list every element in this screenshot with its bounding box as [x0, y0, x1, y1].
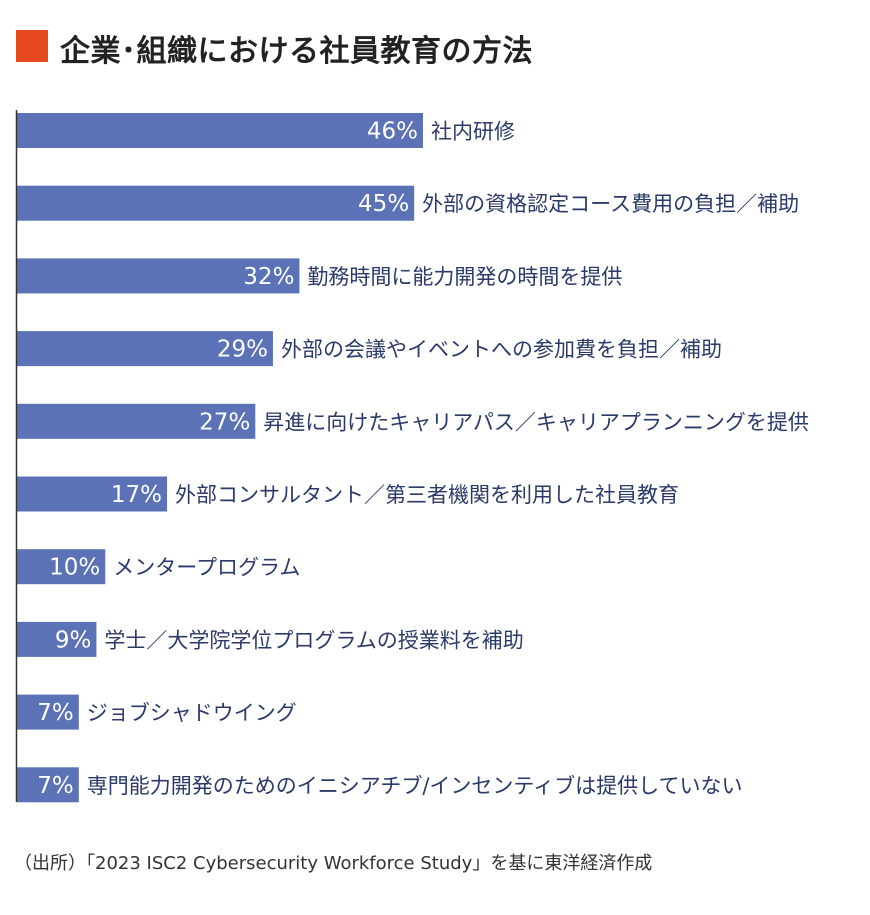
category-label: 昇進に向けたキャリアパス／キャリアプランニングを提供 [263, 410, 809, 434]
category-label: 専門能力開発のためのイニシアチブ/インセンティブは提供していない [87, 774, 743, 798]
bar-1 [17, 113, 423, 148]
bar-value-label: 7% [37, 773, 74, 799]
category-label: 外部の会議やイベントへの参加費を負担／補助 [281, 338, 722, 362]
bar-value-label: 10% [49, 555, 100, 581]
page-title: 企業･組織における社員教育の方法 [60, 34, 533, 69]
bar-2 [17, 185, 415, 221]
bars-layer: 46% 社内研修 45% 外部の資格認定コース費用の負担／補助 32% 勤務時間に能力開発… [17, 113, 809, 803]
bar-value-label: 46% [367, 119, 418, 145]
bar-value-label: 45% [358, 191, 409, 217]
bar-9 [17, 694, 79, 730]
bar-3 [17, 258, 300, 294]
bar-6 [17, 476, 168, 512]
bar-7 [17, 549, 106, 585]
bar-10 [17, 767, 79, 803]
bar-value-label: 27% [199, 409, 250, 435]
category-label: 勤務時間に能力開発の時間を提供 [307, 265, 622, 289]
bar-8 [17, 621, 97, 657]
category-label: メンタープログラム [113, 556, 300, 580]
category-label: 社内研修 [431, 120, 515, 144]
bar-value-label: 29% [217, 337, 268, 363]
category-label: 外部コンサルタント／第三者機関を利用した社員教育 [175, 483, 679, 507]
bar-value-label: 7% [37, 700, 74, 726]
bar-value-label: 9% [55, 627, 92, 653]
title-marker [16, 30, 48, 62]
source-note: （出所）「2023 ISC2 Cybersecurity Workforce S… [14, 853, 653, 874]
category-label: 外部の資格認定コース費用の負担／補助 [422, 192, 799, 216]
bar-value-label: 17% [111, 482, 162, 508]
bar-value-label: 32% [243, 264, 294, 290]
category-label: 学士／大学院学位プログラムの授業料を補助 [104, 628, 523, 652]
bar-4 [17, 331, 273, 367]
bar-5 [17, 403, 256, 439]
category-label: ジョブシャドウイング [87, 701, 297, 725]
